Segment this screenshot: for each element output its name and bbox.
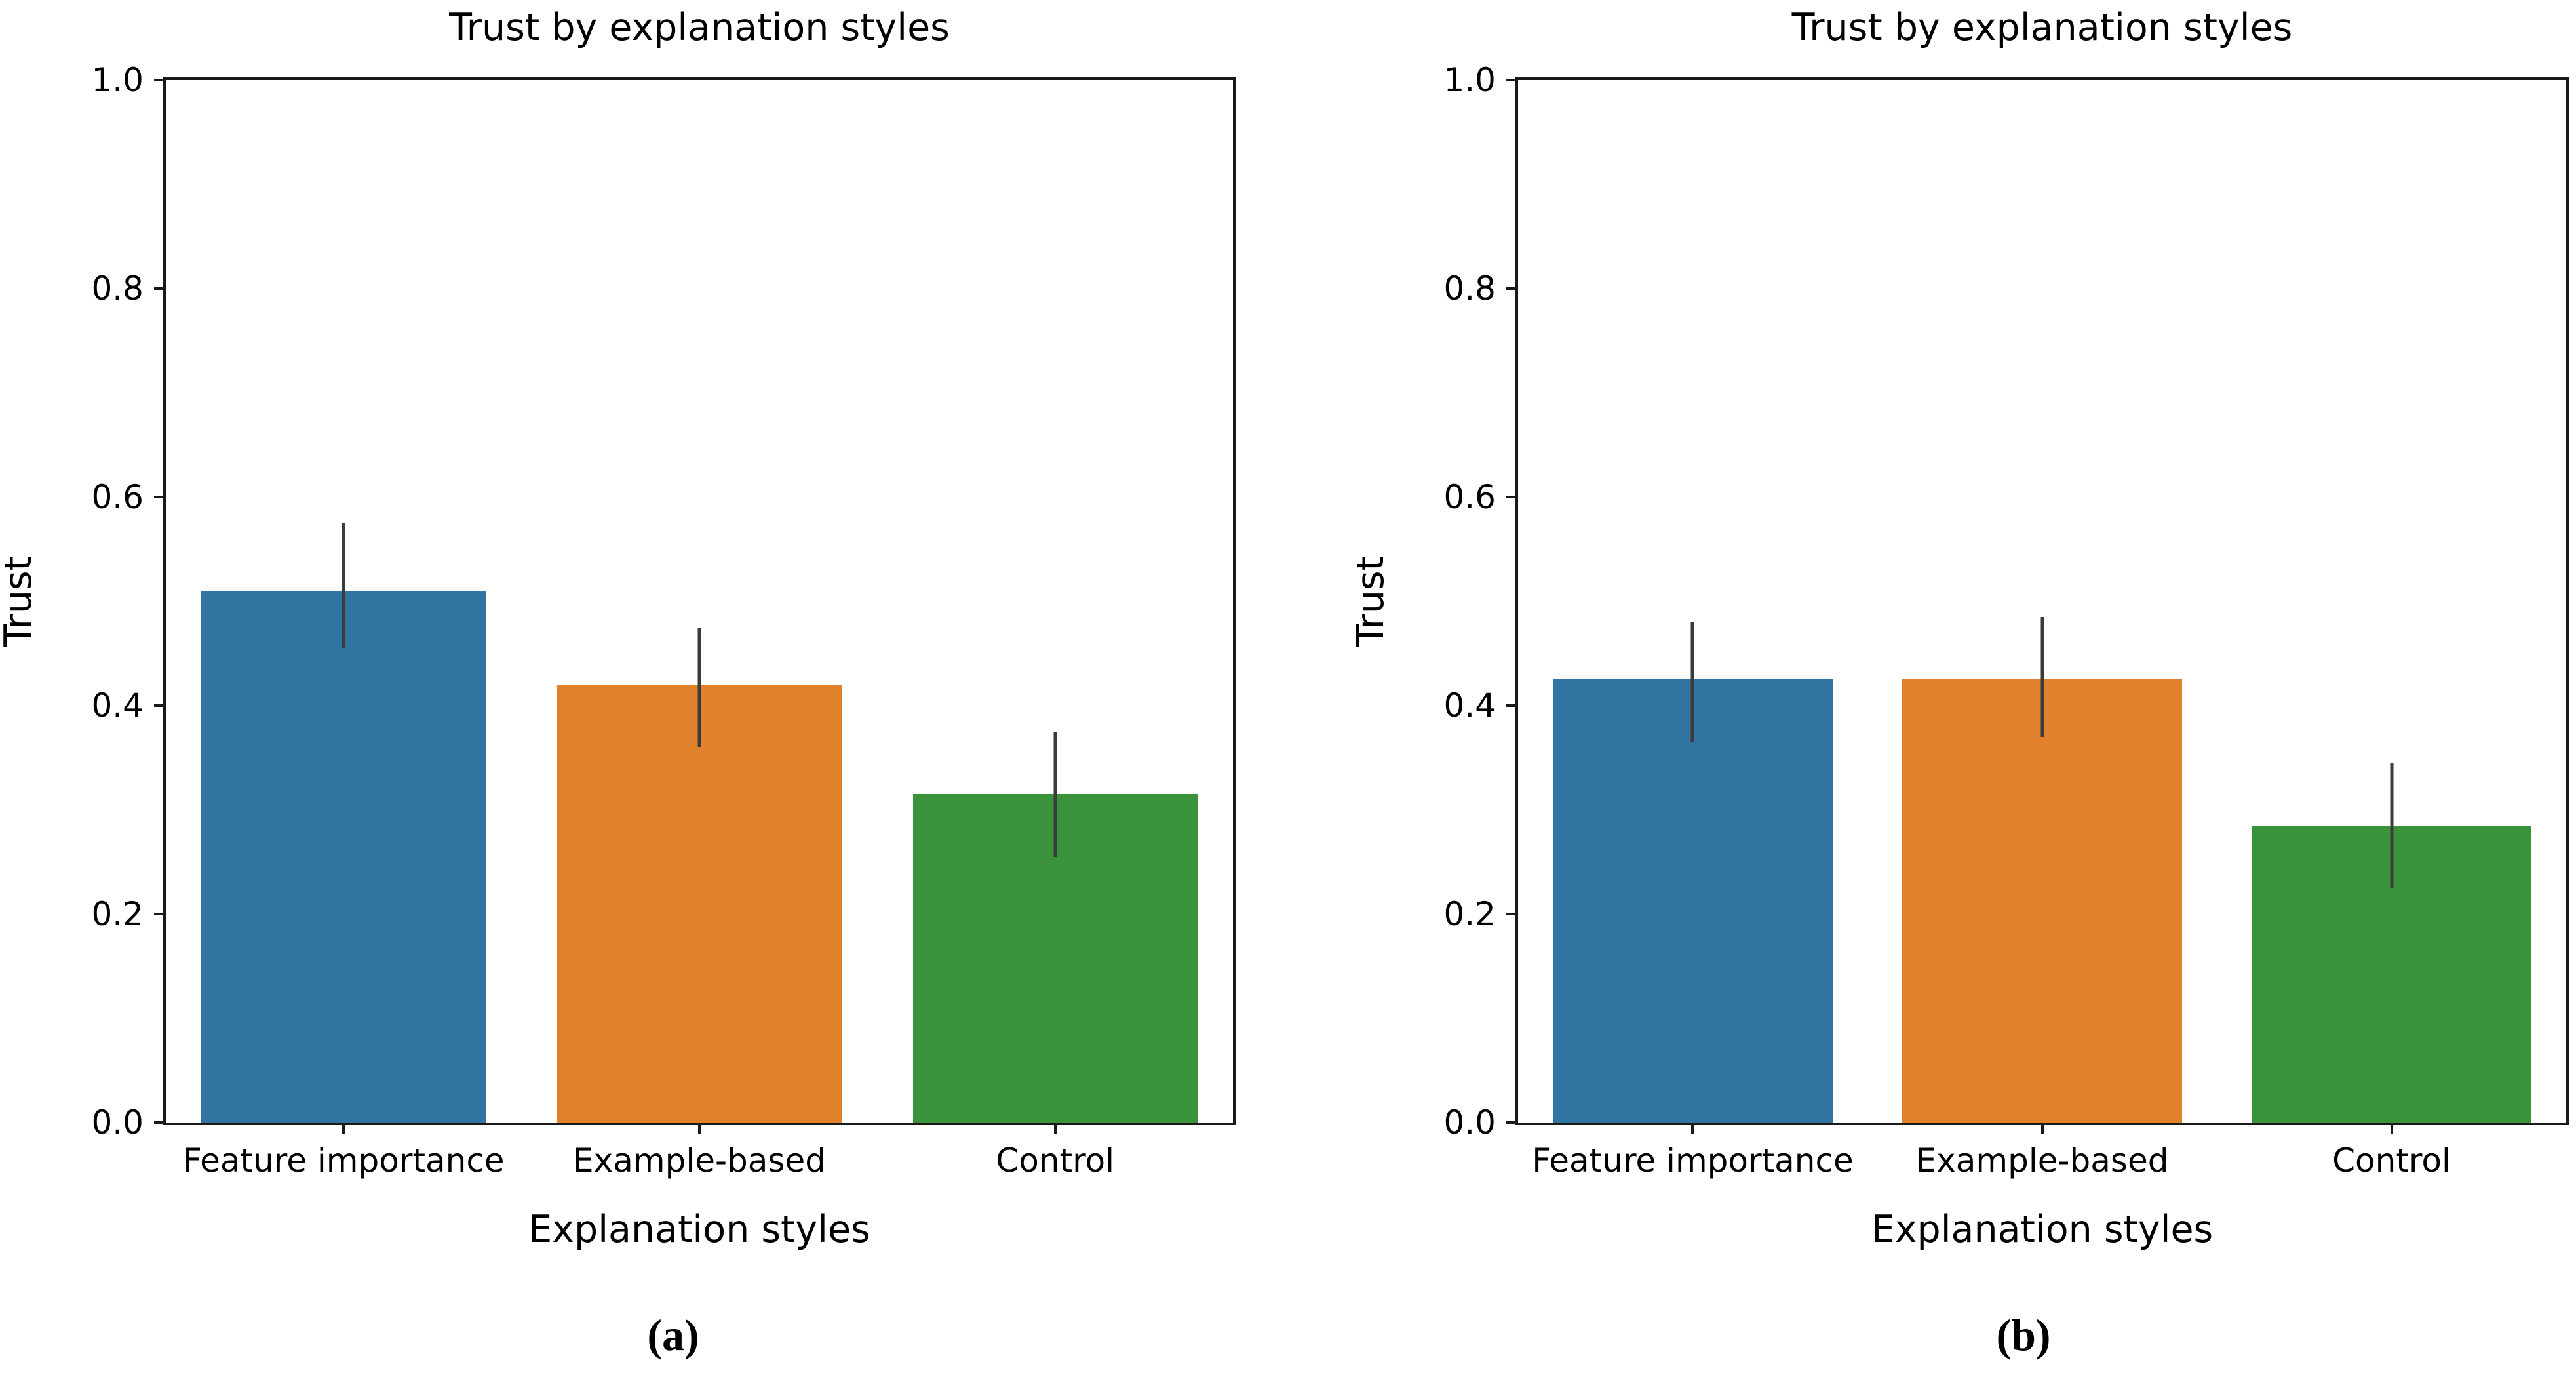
bar-example-based: [556, 685, 842, 1123]
bar-feature-importance: [1553, 679, 1833, 1123]
x-tick-label: Feature importance: [1532, 1142, 1854, 1180]
right-chart-plot-area: 0.0 0.2 0.4 0.6 0.8 1.0 Feature importance Exam…: [1443, 64, 2566, 1180]
right-chart-axes: Trust by explanation styles Trust Explan…: [1349, 6, 2569, 1251]
y-tick-label: 0.8: [91, 269, 144, 308]
x-tick-mark: [1691, 1125, 1694, 1134]
bar-example-based: [1902, 679, 2182, 1123]
x-tick-label: Example-based: [573, 1142, 826, 1180]
left-chart-y-axis-label-box: Trust: [0, 80, 41, 1123]
y-tick-mark: [1506, 79, 1515, 81]
left-chart-axes: Trust by explanation styles Trust Explan…: [0, 6, 1236, 1251]
y-tick-label: 0.8: [1443, 269, 1496, 308]
error-bar: [1053, 731, 1057, 857]
panel-caption-b: (b): [1996, 1310, 2051, 1360]
x-tick-label: Control: [996, 1142, 1115, 1180]
y-tick-label: 0.0: [91, 1104, 144, 1142]
left-chart-x-axis-label: Explanation styles: [528, 1208, 870, 1251]
x-tick-mark: [2390, 1125, 2393, 1134]
left-chart-y-axis-label: Trust: [0, 555, 41, 647]
x-tick-label: Example-based: [1915, 1142, 2169, 1180]
right-chart-y-axis-label-box: Trust: [1348, 80, 1394, 1123]
left-chart-title: Trust by explanation styles: [449, 6, 950, 49]
y-tick-mark: [1506, 704, 1515, 707]
y-tick-mark: [154, 287, 163, 290]
right-chart-x-axis-label: Explanation styles: [1871, 1208, 2214, 1251]
y-tick-mark: [1506, 913, 1515, 915]
right-chart-title: Trust by explanation styles: [1791, 6, 2293, 49]
error-bar: [1690, 622, 1694, 742]
y-tick-label: 0.4: [1443, 687, 1496, 725]
y-tick-mark: [1506, 287, 1515, 290]
y-tick-label: 0.2: [91, 895, 144, 933]
error-bar: [342, 523, 345, 648]
x-tick-label: Feature importance: [183, 1142, 505, 1180]
x-tick-mark: [1053, 1125, 1057, 1134]
panel-caption-a: (a): [647, 1310, 699, 1360]
x-tick-mark: [342, 1125, 345, 1134]
y-tick-mark: [154, 704, 163, 707]
y-tick-label: 0.6: [1443, 478, 1496, 516]
y-tick-mark: [1506, 496, 1515, 498]
x-tick-mark: [2040, 1125, 2044, 1134]
bar-feature-importance: [201, 591, 486, 1123]
y-tick-mark: [1506, 1121, 1515, 1124]
error-bar: [2040, 616, 2044, 737]
x-tick-label: Control: [2332, 1142, 2451, 1180]
error-bar: [697, 627, 701, 747]
y-tick-label: 0.0: [1443, 1104, 1496, 1142]
error-bar: [2390, 763, 2393, 888]
y-tick-mark: [154, 913, 163, 915]
y-tick-label: 0.2: [1443, 895, 1496, 933]
y-tick-mark: [154, 1121, 163, 1124]
y-tick-label: 0.4: [91, 687, 144, 725]
y-tick-label: 0.6: [91, 478, 144, 516]
right-chart-y-axis-label: Trust: [1349, 555, 1393, 647]
y-tick-label: 1.0: [1443, 61, 1496, 99]
y-tick-mark: [154, 496, 163, 498]
left-chart-plot-area: 0.0 0.2 0.4 0.6 0.8 1.0 Feature importance Exam…: [91, 64, 1233, 1180]
y-tick-label: 1.0: [91, 61, 144, 99]
y-tick-mark: [154, 79, 163, 81]
x-tick-mark: [698, 1125, 701, 1134]
